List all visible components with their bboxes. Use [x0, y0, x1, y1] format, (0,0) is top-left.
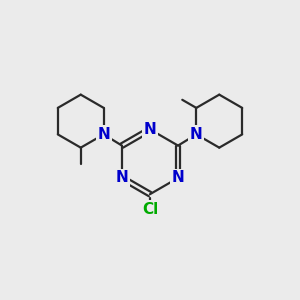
Text: N: N: [172, 170, 184, 185]
Text: N: N: [190, 127, 203, 142]
Text: N: N: [144, 122, 156, 137]
Text: N: N: [97, 127, 110, 142]
Text: N: N: [116, 170, 128, 185]
Text: Cl: Cl: [142, 202, 158, 217]
